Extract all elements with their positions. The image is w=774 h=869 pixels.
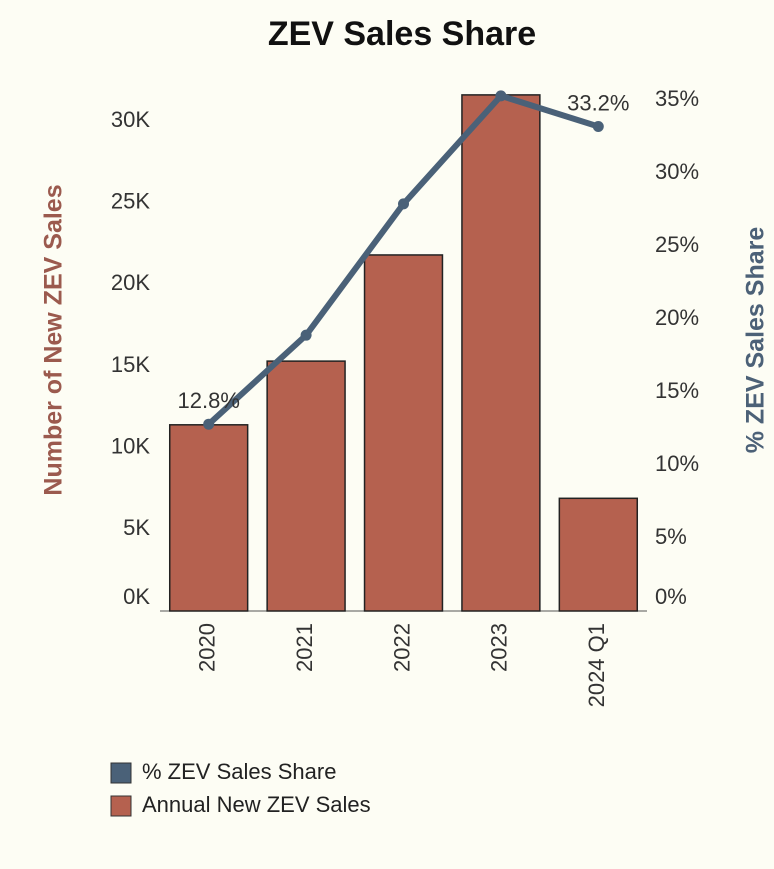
x-tick-label: 2020 xyxy=(195,623,220,672)
x-tick-label: 2022 xyxy=(389,623,414,672)
data-label: 33.2% xyxy=(567,90,629,115)
y2-axis-title: % ZEV Sales Share xyxy=(742,227,770,454)
y2-tick-label: 20% xyxy=(655,305,699,330)
y2-tick-label: 35% xyxy=(655,86,699,111)
bar xyxy=(363,254,444,612)
bar xyxy=(558,497,639,612)
y-tick-label: 5K xyxy=(123,515,150,540)
legend-label: % ZEV Sales Share xyxy=(142,759,336,784)
y2-tick-label: 5% xyxy=(655,524,687,549)
y-tick-label: 15K xyxy=(111,352,150,377)
legend-swatch xyxy=(110,795,132,817)
line-marker xyxy=(592,120,604,132)
y-tick-label: 25K xyxy=(111,189,150,214)
y-axis-title: Number of New ZEV Sales xyxy=(40,184,68,495)
legend-label: Annual New ZEV Sales xyxy=(142,792,371,817)
line-marker xyxy=(300,329,312,341)
y2-tick-label: 0% xyxy=(655,584,687,609)
legend-swatch xyxy=(110,762,132,784)
y-tick-label: 30K xyxy=(111,107,150,132)
data-label: 12.8% xyxy=(178,388,240,413)
bar xyxy=(266,360,346,612)
line-marker xyxy=(495,90,507,102)
x-tick-label: 2023 xyxy=(487,623,512,672)
y-tick-label: 0K xyxy=(123,584,150,609)
y2-tick-label: 15% xyxy=(655,378,699,403)
y-tick-label: 20K xyxy=(111,270,150,295)
line-marker xyxy=(203,418,215,430)
chart-title: ZEV Sales Share xyxy=(268,15,536,53)
line-marker xyxy=(398,198,409,210)
x-tick-label: 2021 xyxy=(292,623,317,672)
bar xyxy=(168,424,249,612)
x-tick-label: 2024 Q1 xyxy=(584,623,609,707)
y2-tick-label: 30% xyxy=(655,159,699,184)
bar xyxy=(461,94,541,612)
y2-tick-label: 10% xyxy=(655,451,699,476)
y-tick-label: 10K xyxy=(111,433,150,458)
y2-tick-label: 25% xyxy=(655,232,699,257)
